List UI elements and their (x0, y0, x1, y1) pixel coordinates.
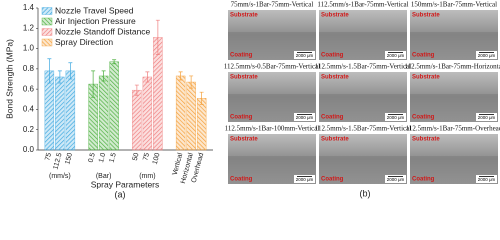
substrate-label: Substrate (412, 13, 440, 19)
scale-label: 2000 μm (387, 177, 405, 182)
scale-label: 2000 μm (478, 177, 496, 182)
y-tick-label: 1.2 (23, 23, 35, 32)
error-bar (57, 70, 62, 84)
x-tick-label: 75 (44, 152, 53, 161)
error-bar (47, 58, 52, 84)
substrate-label: Substrate (321, 137, 349, 143)
scale-bg (385, 175, 406, 183)
legend-label: Nozzle Travel Speed (55, 5, 134, 15)
panel-label: (a) (115, 189, 126, 199)
legend-swatch (41, 7, 53, 15)
legend-label: Spray Direction (55, 37, 113, 47)
scale-bg (385, 113, 406, 121)
x-tick-label: 100 (152, 152, 162, 165)
unit-label: (Bar) (96, 173, 112, 180)
scale-label: 2000 μm (296, 53, 314, 58)
scale-bg (294, 51, 315, 59)
bar (98, 75, 109, 151)
micrograph-title: 112.5mm/s-1.5Bar-75mm-Vertical (315, 125, 411, 133)
coating-label: Coating (321, 53, 344, 59)
x-tick-label: 75 (142, 152, 151, 161)
bar (65, 70, 76, 151)
y-tick-label: 1.0 (23, 44, 35, 53)
substrate-label: Substrate (230, 137, 258, 143)
x-tick-label: 50 (132, 152, 141, 161)
micrograph-title: 112.5mm/s-1Bar-75mm-Vertical (317, 1, 408, 9)
error-bar (199, 91, 204, 105)
bar (55, 76, 65, 151)
substrate-label: Substrate (230, 75, 258, 81)
bar (175, 75, 186, 151)
figure: Bond Strength (MPa) Spray Parameters (a)… (4, 1, 500, 200)
x-tick-label: 0.5 (88, 152, 97, 163)
bar (196, 98, 207, 151)
scale-label: 2000 μm (478, 53, 496, 58)
bar (186, 81, 196, 151)
legend-swatch (41, 28, 53, 36)
x-tick-label: 1.5 (109, 152, 118, 163)
scale-bg (476, 175, 497, 183)
scale-bg (476, 113, 497, 121)
error-bar (91, 70, 96, 98)
error-bar (189, 75, 194, 89)
legend-swatch (41, 17, 53, 26)
bar (142, 76, 153, 151)
y-tick-label: 0.0 (23, 145, 35, 154)
error-bar (134, 84, 139, 96)
panel-label: (b) (360, 188, 371, 198)
substrate-label: Substrate (412, 75, 440, 81)
legend-label: Air Injection Pressure (55, 16, 136, 26)
error-bar (101, 70, 106, 82)
scale-label: 2000 μm (387, 53, 405, 58)
scale-bg (476, 51, 497, 59)
micrograph-title: 75mm/s-1Bar-75mm-Vertical (231, 1, 314, 9)
micrograph-title: 112.5mm/s-1Bar-75mm-Horizontal (404, 63, 500, 71)
coating-label: Coating (230, 53, 253, 59)
y-tick-label: 1.4 (23, 3, 35, 12)
x-axis-label: Spray Parameters (91, 179, 160, 189)
micrograph-title: 150mm/s-1Bar-75mm-Vertical (411, 1, 497, 9)
scale-label: 2000 μm (387, 115, 405, 120)
x-tick-label: 1.0 (98, 152, 107, 163)
scale-bg (294, 175, 315, 183)
scale-bg (294, 113, 315, 121)
error-bar (145, 71, 150, 83)
micrograph-title: 112.5mm/s-1Bar-100mm-Vertical (225, 125, 320, 133)
x-tick-label: 112.5 (52, 152, 63, 170)
error-bar (112, 59, 117, 65)
coating-label: Coating (321, 177, 344, 183)
substrate-label: Substrate (321, 13, 349, 19)
substrate-label: Substrate (412, 137, 440, 143)
coating-label: Coating (230, 115, 253, 121)
micrograph-title: 112.5mm/s-1.5Bar-75mm-Vertical (315, 63, 411, 71)
coating-label: Coating (412, 177, 435, 183)
x-tick-label: 150 (64, 152, 74, 165)
coating-label: Coating (412, 115, 435, 121)
micrograph-title: 112.5mm/s-0.5Bar-75mm-Vertical (224, 63, 320, 71)
bar (132, 89, 142, 151)
y-tick-label: 0.2 (23, 125, 35, 134)
y-axis-label: Bond Strength (MPa) (4, 39, 14, 119)
unit-label: (mm) (139, 173, 155, 180)
scale-bg (385, 51, 406, 59)
y-tick-label: 0.8 (23, 64, 35, 73)
error-bar (68, 62, 73, 80)
unit-label: (mm/s) (49, 173, 71, 180)
scale-label: 2000 μm (296, 115, 314, 120)
legend-swatch (41, 38, 53, 47)
scale-label: 2000 μm (296, 177, 314, 182)
error-bar (155, 19, 160, 56)
error-bar (178, 71, 183, 81)
substrate-label: Substrate (230, 13, 258, 19)
y-tick-label: 0.6 (23, 84, 35, 93)
y-tick-label: 0.4 (23, 105, 35, 114)
bar (109, 61, 119, 151)
scale-label: 2000 μm (478, 115, 496, 120)
micrograph-title: 112.5mm/s-1Bar-75mm-Overhead (406, 125, 500, 133)
substrate-label: Substrate (321, 75, 349, 81)
coating-label: Coating (230, 177, 253, 183)
legend-label: Nozzle Standoff Distance (55, 26, 151, 36)
coating-label: Coating (321, 115, 344, 121)
coating-label: Coating (412, 53, 435, 59)
